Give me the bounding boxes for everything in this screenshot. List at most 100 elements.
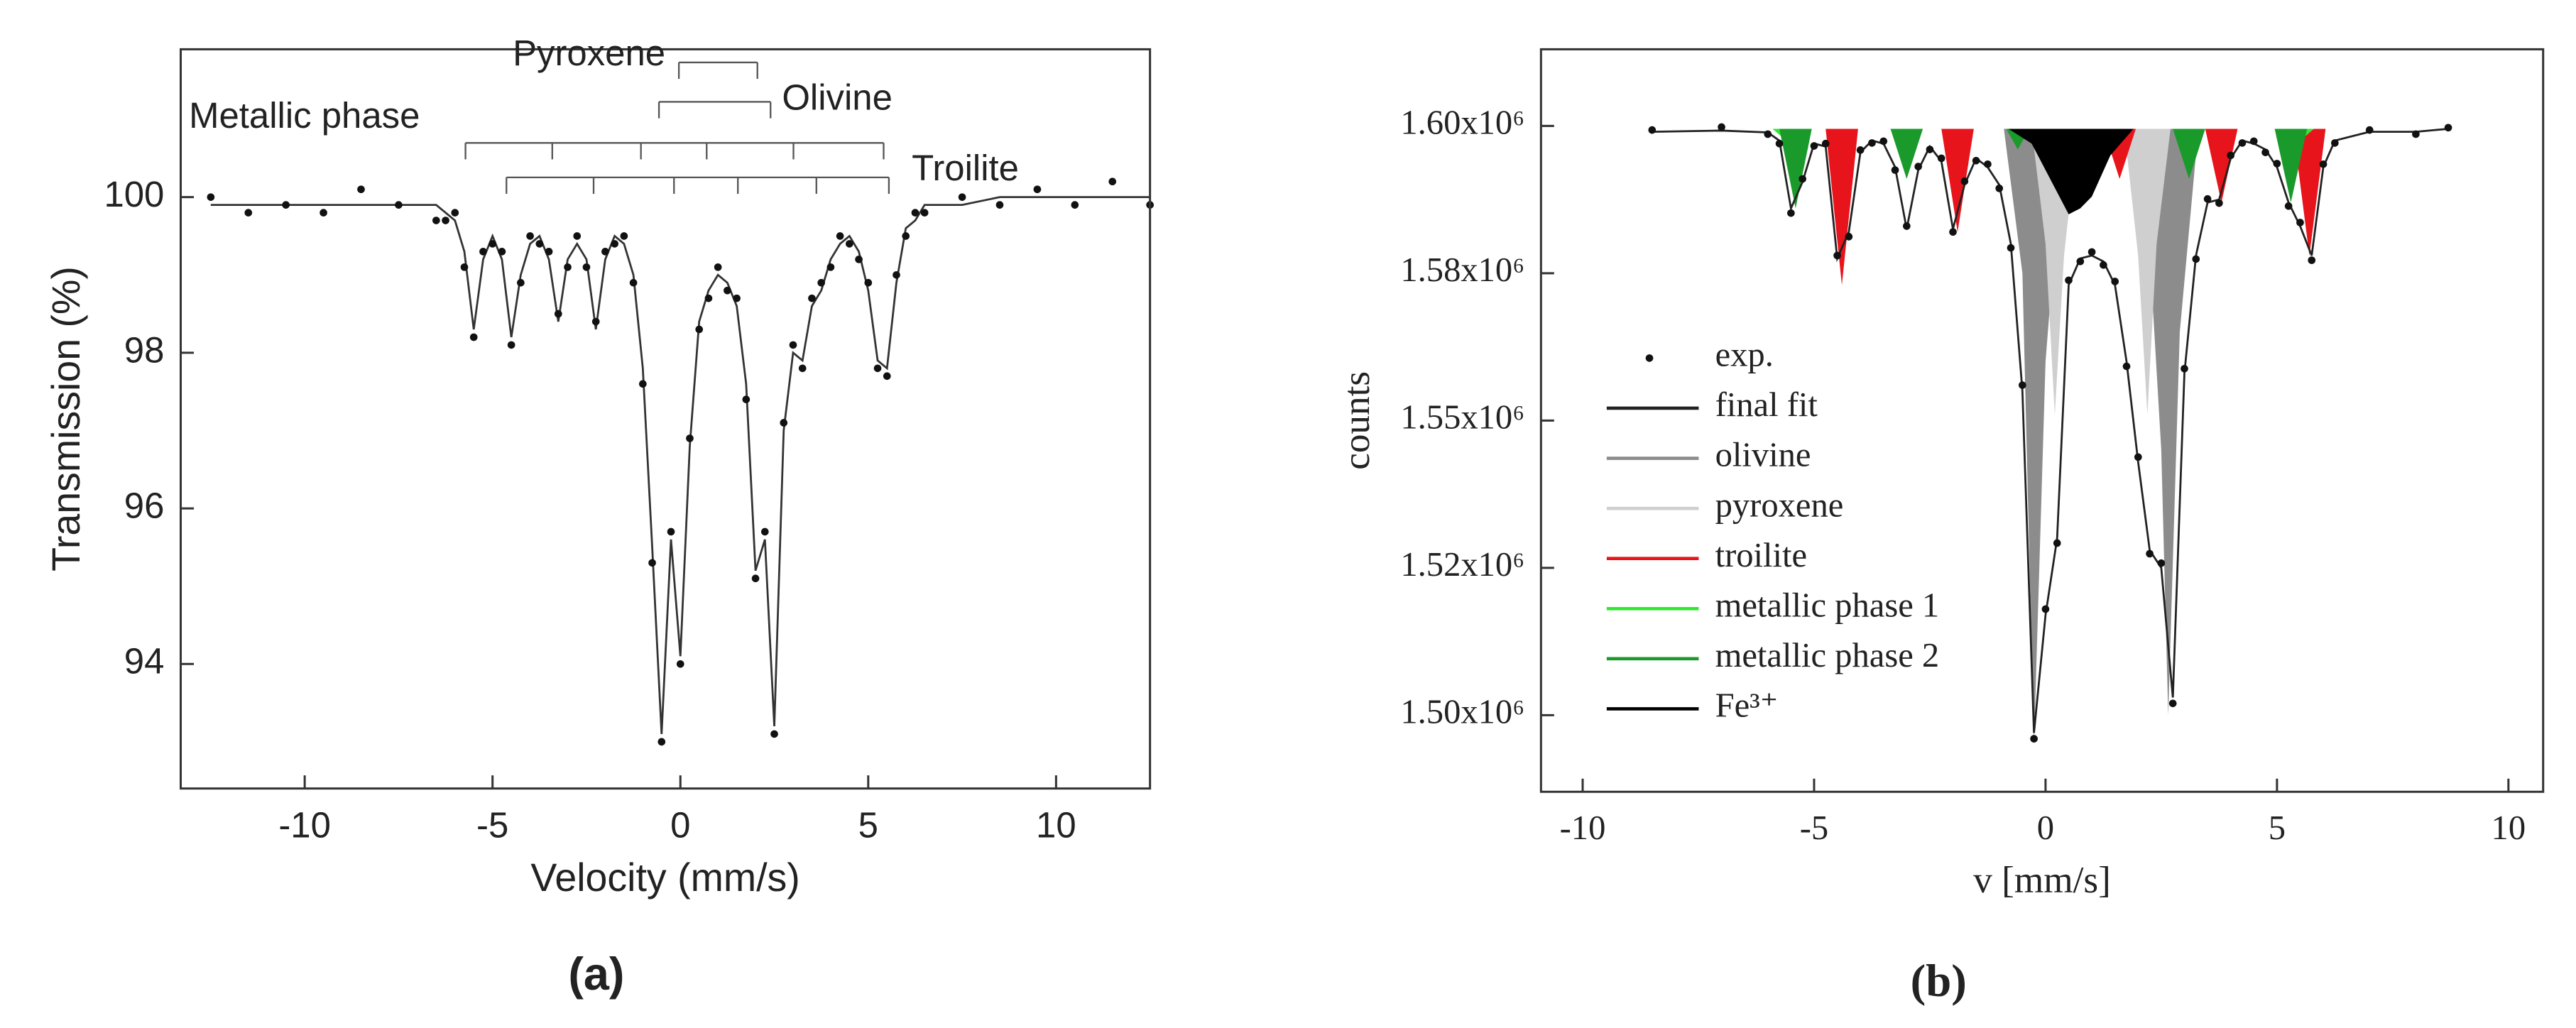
data-point xyxy=(873,364,882,373)
data-point xyxy=(1821,139,1830,148)
data-point xyxy=(451,209,459,217)
caption: (a) xyxy=(568,948,624,1000)
data-point xyxy=(2157,559,2166,567)
data-point xyxy=(1764,130,1772,138)
data-point xyxy=(2018,381,2026,389)
x-tick-label: 10 xyxy=(2492,809,2526,847)
data-point xyxy=(2030,735,2038,743)
data-point xyxy=(2087,248,2096,256)
data-point xyxy=(648,559,656,567)
data-point xyxy=(629,278,638,287)
data-point xyxy=(1984,160,1992,168)
data-point xyxy=(2100,261,2107,269)
x-tick-label: -10 xyxy=(278,805,331,846)
data-point xyxy=(2122,362,2131,371)
data-point xyxy=(2041,605,2050,613)
data-point xyxy=(2444,124,2452,132)
data-point xyxy=(460,263,469,271)
data-point xyxy=(564,263,572,271)
data-point xyxy=(780,419,788,427)
data-point xyxy=(2227,151,2235,160)
data-point xyxy=(911,209,919,217)
data-point xyxy=(535,240,544,248)
data-point xyxy=(1033,185,1042,194)
data-point xyxy=(789,341,797,349)
y-tick-label: 100 xyxy=(104,174,164,214)
data-point xyxy=(1891,166,1899,174)
data-point xyxy=(2331,139,2339,147)
y-tick-label: 1.50x10⁶ xyxy=(1400,693,1524,731)
data-point xyxy=(864,278,873,287)
data-point xyxy=(704,294,713,302)
data-point xyxy=(517,278,525,287)
caption: (b) xyxy=(1911,956,1967,1007)
data-point xyxy=(770,730,778,738)
data-point xyxy=(582,263,591,271)
data-point xyxy=(676,660,684,668)
legend-label: olivine xyxy=(1715,436,1811,474)
data-point xyxy=(2319,160,2327,168)
data-point xyxy=(442,217,449,224)
x-tick-label: -5 xyxy=(1800,809,1828,847)
data-point xyxy=(817,278,825,287)
data-point xyxy=(573,232,582,240)
data-point xyxy=(611,240,618,248)
data-point xyxy=(2238,139,2247,147)
data-point xyxy=(1960,177,1969,185)
data-point xyxy=(2065,276,2073,285)
data-point xyxy=(995,201,1004,209)
y-tick-label: 96 xyxy=(124,486,165,526)
data-point xyxy=(920,209,929,217)
x-tick-label: 0 xyxy=(670,805,690,846)
data-point xyxy=(2308,256,2316,264)
data-point xyxy=(1995,184,2004,192)
y-tick-label: 94 xyxy=(124,641,165,682)
legend-label: final fit xyxy=(1715,386,1818,424)
data-point xyxy=(2203,195,2212,203)
data-point xyxy=(2076,257,2085,266)
data-point xyxy=(1914,163,1922,170)
data-point xyxy=(1108,177,1117,186)
data-point xyxy=(958,193,966,201)
panel-b: -10 -5 0 5 10 1.60x10⁶ 1.58x10⁶ 1.55x10⁶ 1.52x10… xyxy=(1336,48,2545,1007)
data-point xyxy=(686,434,694,442)
component-area xyxy=(1779,128,2308,209)
x-axis-label: v [mm/s] xyxy=(1973,859,2111,901)
data-point xyxy=(2007,244,2015,252)
x-tick-label: 5 xyxy=(2269,809,2286,847)
data-point xyxy=(2365,126,2374,134)
data-point xyxy=(2296,219,2304,226)
data-point xyxy=(1926,146,1934,153)
data-point xyxy=(282,201,290,209)
data-point xyxy=(1937,154,1945,163)
data-point xyxy=(507,341,515,349)
legend-label: pyroxene xyxy=(1715,486,1844,524)
y-tick-label: 98 xyxy=(124,329,165,370)
data-point xyxy=(1868,139,1876,147)
data-point xyxy=(883,372,891,381)
data-point xyxy=(1718,123,1725,131)
data-point xyxy=(498,248,506,256)
data-point xyxy=(2261,148,2269,156)
data-point xyxy=(620,232,628,240)
data-point xyxy=(591,317,600,326)
annotation: Troilite xyxy=(912,148,1019,188)
annotation: Metallic phase xyxy=(189,95,420,136)
data-point xyxy=(320,209,327,217)
component-area xyxy=(2004,128,2199,745)
data-point xyxy=(855,256,863,263)
data-point xyxy=(2111,278,2119,285)
y-tick-label: 1.52x10⁶ xyxy=(1400,545,1524,584)
data-point xyxy=(751,574,760,583)
y-tick-label: 1.60x10⁶ xyxy=(1400,103,1524,141)
panel-a: -10 -5 0 5 10 94 96 98 100 Velocity (mm/s) Transmi… xyxy=(44,33,1154,1000)
legend-label: metallic phase 1 xyxy=(1715,586,1940,624)
data-point xyxy=(2181,364,2188,373)
data-point xyxy=(2412,130,2420,138)
data-point xyxy=(2134,453,2142,461)
y-axis-label: Transmission (%) xyxy=(44,266,88,572)
data-point xyxy=(489,240,497,248)
data-point xyxy=(667,527,675,536)
